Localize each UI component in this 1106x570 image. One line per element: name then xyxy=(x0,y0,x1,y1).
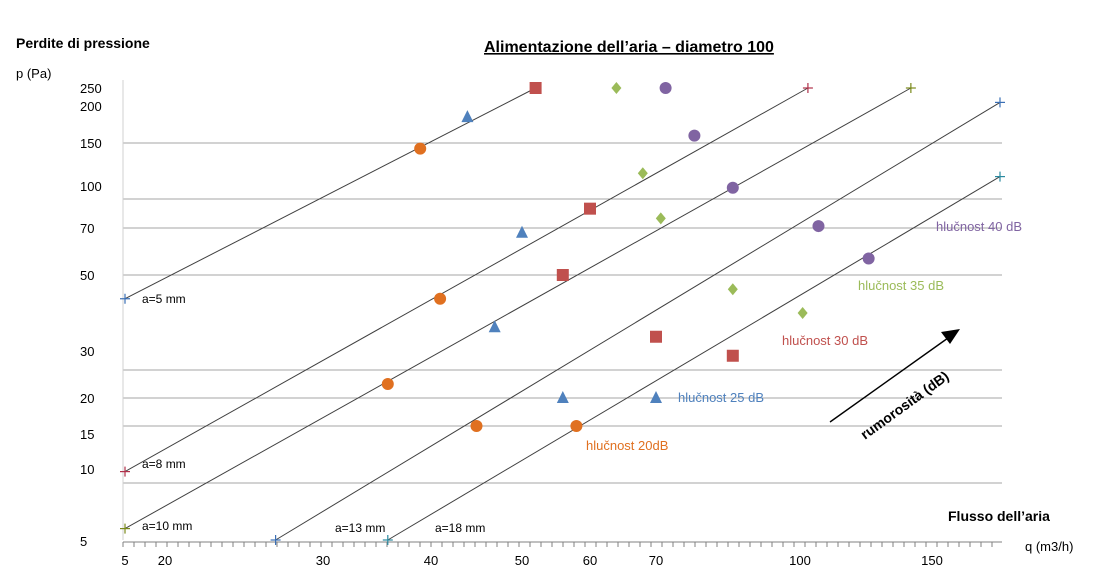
y-tick-label: 100 xyxy=(80,179,102,194)
series-markers xyxy=(381,82,875,432)
noise-annotation: rumorosità (dB) xyxy=(857,368,951,443)
series-point xyxy=(862,252,875,265)
series-label: hlučnost 40 dB xyxy=(936,219,1022,234)
series-point xyxy=(556,269,569,281)
line-start-marker xyxy=(382,535,393,545)
series-point xyxy=(650,391,662,403)
x-tick-label: 40 xyxy=(424,553,438,568)
x-tick-label: 50 xyxy=(515,553,529,568)
duct-line xyxy=(124,87,912,530)
series-point xyxy=(655,212,666,225)
series-label: hlučnost 30 dB xyxy=(782,333,868,348)
duct-line-label: a=13 mm xyxy=(335,521,385,535)
series-label: hlučnost 20dB xyxy=(586,438,668,453)
x-tick-label: 5 xyxy=(121,553,128,568)
series-point xyxy=(611,82,622,94)
x-tick-label: 60 xyxy=(583,553,597,568)
duct-line xyxy=(124,87,809,473)
series-point xyxy=(727,283,738,296)
y-tick-label: 250 xyxy=(80,81,102,96)
line-start-marker xyxy=(120,293,130,304)
x-tick-label: 100 xyxy=(789,553,811,568)
series-point xyxy=(470,420,483,432)
series-point xyxy=(414,142,427,155)
x-tick-label: 150 xyxy=(921,553,943,568)
line-end-marker xyxy=(905,83,916,93)
y-tick-label: 20 xyxy=(80,391,94,406)
side-title: Perdite di pressione xyxy=(16,35,150,51)
duct-line-label: a=8 mm xyxy=(142,457,186,471)
series-point xyxy=(584,202,596,215)
series-point xyxy=(659,82,672,94)
y-axis-label: p (Pa) xyxy=(16,66,51,81)
series-point xyxy=(529,82,542,94)
line-start-marker xyxy=(120,523,130,534)
x-axis-label: q (m3/h) xyxy=(1025,539,1073,554)
duct-line-label: a=5 mm xyxy=(142,292,186,306)
series-point xyxy=(434,292,447,305)
line-start-marker xyxy=(270,535,281,545)
series-label: hlučnost 25 dB xyxy=(678,390,764,405)
labels: a=5 mm a=8 mm a=10 mm a=13 mm a=18 mm hlučnos… xyxy=(142,219,1022,535)
noise-arrow xyxy=(829,329,960,423)
series-point xyxy=(381,378,394,390)
y-tick-label: 5 xyxy=(80,534,87,549)
duct-line xyxy=(387,176,1001,541)
x-axis: 5 20 30 40 50 60 70 100 150 xyxy=(121,541,1002,568)
series-point xyxy=(570,420,583,432)
series-point xyxy=(688,129,701,142)
chart-title: Alimentazione dell’aria – diametro 100 xyxy=(484,39,774,56)
x-caption: Flusso dell’aria xyxy=(948,508,1050,524)
duct-line-label: a=18 mm xyxy=(435,521,485,535)
y-tick-label: 30 xyxy=(80,344,94,359)
duct-line xyxy=(124,87,536,300)
line-end-marker xyxy=(995,97,1005,108)
series-point xyxy=(812,220,825,233)
line-start-marker xyxy=(120,466,130,477)
series-point xyxy=(637,167,648,180)
x-tick-label: 30 xyxy=(316,553,330,568)
duct-lines xyxy=(120,83,1005,545)
series-point xyxy=(726,349,739,362)
series-point xyxy=(726,181,739,194)
line-end-marker xyxy=(802,83,813,93)
y-tick-label: 10 xyxy=(80,462,94,477)
series-point xyxy=(650,330,662,343)
series-point xyxy=(516,225,528,238)
y-tick-label: 50 xyxy=(80,268,94,283)
y-tick-label: 70 xyxy=(80,221,94,236)
y-tick-label: 150 xyxy=(80,136,102,151)
line-end-marker xyxy=(995,171,1005,182)
series-point xyxy=(488,320,501,333)
duct-line xyxy=(275,101,1001,541)
x-tick-label: 20 xyxy=(158,553,172,568)
y-tick-label: 15 xyxy=(80,427,94,442)
series-label: hlučnost 35 dB xyxy=(858,278,944,293)
grid: 250 200 150 100 70 50 30 20 15 10 5 xyxy=(80,80,1002,549)
duct-line-label: a=10 mm xyxy=(142,519,192,533)
x-tick-label: 70 xyxy=(649,553,663,568)
y-tick-label: 200 xyxy=(80,99,102,114)
series-point xyxy=(461,110,474,123)
series-point xyxy=(556,391,569,403)
series-point xyxy=(797,307,808,319)
